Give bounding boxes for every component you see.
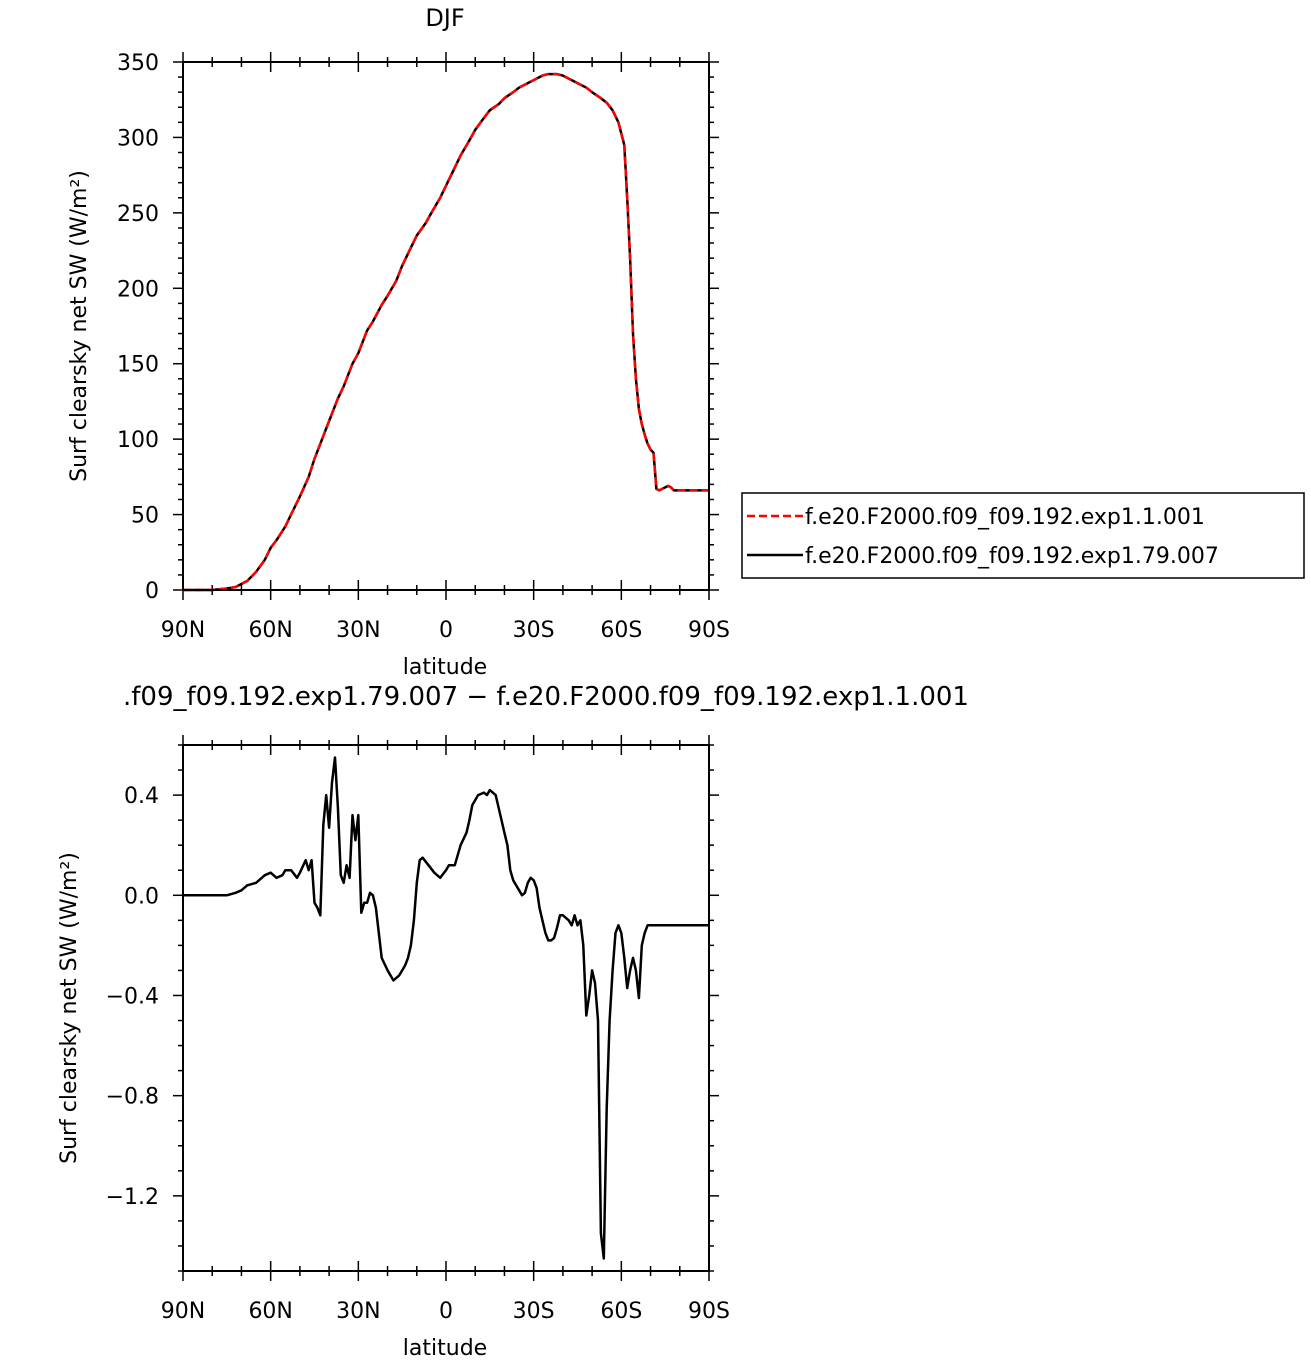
bottom-chart-ylabel: Surf clearsky net SW (W/m²) [57,852,82,1164]
top-chart-title: DJF [425,4,464,32]
top-chart-xtick-label: 30N [336,618,380,643]
bottom-chart-ytick-label: −0.4 [106,984,159,1009]
bottom-chart-title: .f09_f09.192.exp1.79.007 − f.e20.F2000.f… [123,682,969,712]
top-chart-ytick-label: 250 [117,202,159,227]
bottom-chart-xtick-label: 30S [513,1299,555,1324]
top-chart-series-line-2 [183,72,709,592]
bottom-chart-xtick-label: 60S [600,1299,642,1324]
legend-entry-1: f.e20.F2000.f09_f09.192.exp1.1.001 [805,505,1205,530]
bottom-chart-xtick-label: 60N [248,1299,292,1324]
bottom-chart-xtick-label: 0 [439,1299,453,1324]
legend-entry-2: f.e20.F2000.f09_f09.192.exp1.79.007 [805,544,1219,569]
bottom-chart-xlabel: latitude [403,1336,487,1361]
top-chart-ytick-label: 200 [117,277,159,302]
top-chart-ticks: 90N 60N 30N 0 30S 60S 90S 0 50 100 150 200 250 300 350 [117,51,730,643]
bottom-chart-series-line-1 [183,756,709,1260]
top-chart-series-line-1 [183,72,709,592]
top-chart-ylabel: Surf clearsky net SW (W/m²) [67,170,92,482]
top-chart-series-group [183,72,709,592]
top-chart-ytick-label: 350 [117,51,159,76]
top-chart-ytick-label: 0 [145,579,159,604]
bottom-chart-xtick-label: 90S [688,1299,730,1324]
bottom-chart-series-group [183,756,709,1260]
top-chart-xtick-label: 60S [600,618,642,643]
bottom-chart-xtick-label: 90N [161,1299,205,1324]
bottom-chart-ytick-label: 0.4 [124,784,159,809]
top-chart-ytick-label: 100 [117,428,159,453]
chart-legend: f.e20.F2000.f09_f09.192.exp1.1.001 f.e20… [741,492,1305,579]
bottom-chart-ytick-label: 0.0 [124,884,159,909]
top-chart-ytick-label: 300 [117,126,159,151]
bottom-chart: .f09_f09.192.exp1.79.007 − f.e20.F2000.f… [57,682,969,1361]
top-chart-xtick-label: 60N [248,618,292,643]
top-chart-xtick-label: 30S [513,618,555,643]
top-chart-ytick-label: 150 [117,353,159,378]
top-chart-frame [182,61,710,591]
top-chart-xlabel: latitude [403,655,487,680]
bottom-chart-ytick-label: −1.2 [106,1185,159,1210]
legend-box [741,492,1305,579]
top-chart-xtick-label: 90S [688,618,730,643]
bottom-chart-ytick-label: −0.8 [106,1085,159,1110]
top-chart-xtick-label: 90N [161,618,205,643]
bottom-chart-frame [182,744,710,1272]
top-chart-ytick-label: 50 [131,504,159,529]
bottom-chart-xtick-label: 30N [336,1299,380,1324]
top-chart-xtick-label: 0 [439,618,453,643]
top-chart: DJF 90N 60N 30N 0 30S 60S 90S 0 50 100 150 200 250 30… [67,4,1305,680]
bottom-chart-ticks: 90N 60N 30N 0 30S 60S 90S 0.4 0.0 −0.4 −0.8 −1.2 [106,735,730,1324]
